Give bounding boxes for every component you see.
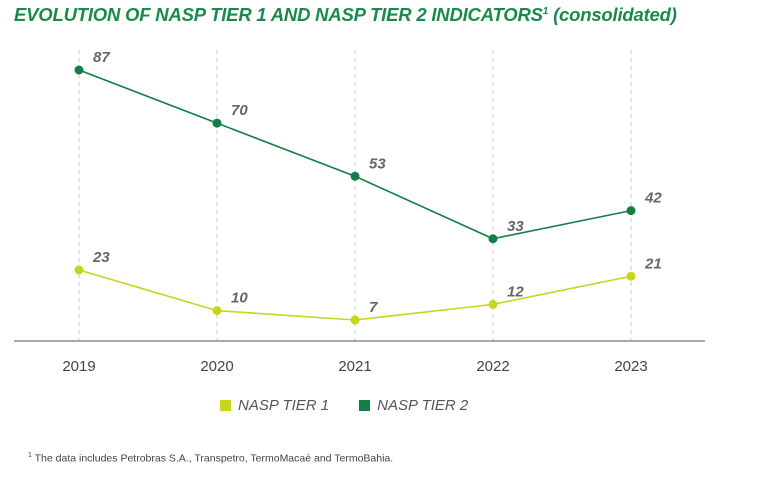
- grid-lines: [78, 50, 632, 341]
- legend-swatch-tier2: [359, 400, 371, 411]
- data-label-tier1-2023: 21: [644, 255, 662, 272]
- legend-swatch-tier1: [220, 400, 231, 411]
- data-label-tier2-2023: 42: [644, 190, 662, 207]
- legend-item-tier2: NASP TIER 2: [359, 397, 468, 414]
- data-label-tier2-2020: 70: [231, 102, 248, 119]
- point-tier1-2020: [212, 306, 222, 316]
- chart-title-footnote-mark: 1: [542, 5, 549, 17]
- point-tier2-2019: [74, 65, 84, 75]
- chart-title-main: EVOLUTION OF NASP TIER 1 AND NASP TIER 2…: [14, 4, 543, 25]
- data-label-tier2-2019: 87: [93, 49, 110, 66]
- footnote: 1 The data includes Petrobras S.A., Tran…: [28, 452, 393, 465]
- data-label-tier2-2022: 33: [507, 218, 524, 235]
- point-tier1-2023: [626, 271, 636, 281]
- footnote-text: The data includes Petrobras S.A., Transp…: [31, 452, 394, 465]
- x-tick-2020: 2020: [200, 358, 233, 375]
- chart-title-suffix: (consolidated): [548, 4, 677, 25]
- x-tick-2019: 2019: [62, 358, 95, 375]
- legend-label-tier2: NASP TIER 2: [377, 397, 469, 414]
- point-tier2-2023: [626, 206, 636, 216]
- data-label-tier1-2022: 12: [507, 283, 524, 300]
- data-label-tier2-2021: 53: [369, 155, 386, 172]
- point-tier1-2019: [74, 265, 84, 275]
- point-tier1-2021: [350, 315, 360, 325]
- point-tier1-2022: [488, 299, 498, 309]
- x-tick-2022: 2022: [476, 358, 509, 375]
- legend-item-tier1: NASP TIER 1: [220, 397, 329, 414]
- point-tier2-2022: [488, 234, 498, 244]
- series-layer: 23 10 7 12 21 87 70 53 33 42: [74, 49, 662, 325]
- point-tier2-2020: [212, 118, 222, 128]
- legend: NASP TIER 1 NASP TIER 2: [220, 397, 468, 414]
- x-tick-2021: 2021: [338, 358, 371, 375]
- x-tick-2023: 2023: [614, 358, 647, 375]
- legend-label-tier1: NASP TIER 1: [238, 397, 330, 414]
- data-label-tier1-2020: 10: [231, 290, 248, 307]
- chart-title: EVOLUTION OF NASP TIER 1 AND NASP TIER 2…: [14, 4, 677, 26]
- data-label-tier1-2019: 23: [92, 249, 110, 266]
- footnote-mark: 1: [28, 452, 32, 459]
- data-label-tier1-2021: 7: [369, 299, 378, 316]
- point-tier2-2021: [350, 171, 360, 181]
- x-axis-ticks: 2019 2020 2021 2022 2023: [62, 358, 647, 375]
